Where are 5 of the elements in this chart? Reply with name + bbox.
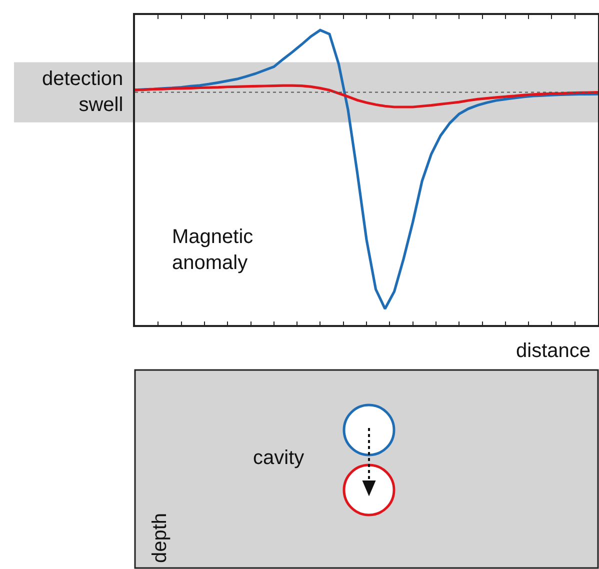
band-label: detection swell bbox=[42, 68, 124, 116]
annotation: Magnetic anomaly bbox=[172, 226, 254, 274]
text: depth bbox=[149, 512, 171, 563]
x-axis-title: distance bbox=[516, 340, 590, 362]
text: cavity bbox=[253, 447, 304, 469]
